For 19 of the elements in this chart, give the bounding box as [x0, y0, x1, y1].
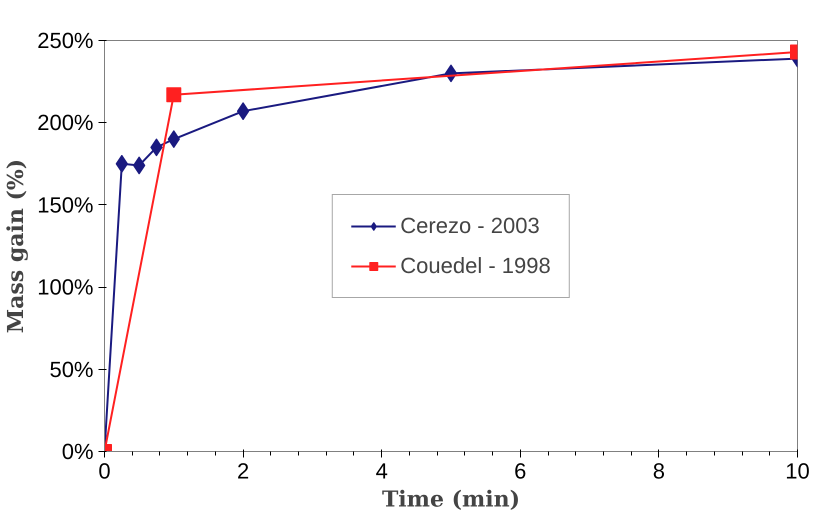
point	[236, 102, 250, 120]
x-tick-label: 6	[514, 458, 526, 484]
legend-label: Couedel - 1998	[400, 252, 551, 278]
y-tick-label: 50%	[49, 356, 94, 382]
x-tick-label: 0	[98, 458, 111, 484]
y-tick-label: 250%	[37, 28, 94, 53]
x-tick-label: 8	[652, 458, 666, 484]
legend-label: Cerezo - 2003	[400, 212, 540, 238]
y-tick-label: 0%	[62, 439, 94, 464]
y-tick-label: 100%	[37, 274, 94, 300]
x-tick-label: 2	[236, 458, 250, 484]
point	[150, 138, 163, 156]
point	[132, 156, 146, 174]
y-tick-label: 200%	[37, 110, 94, 136]
x-tick-label: 10	[785, 458, 810, 484]
x-axis-title: Time (min)	[382, 486, 520, 512]
y-tick-label: 150%	[37, 192, 94, 218]
x-tick-label: 4	[376, 458, 388, 484]
y-axis-title: Mass gain (%)	[3, 158, 30, 334]
